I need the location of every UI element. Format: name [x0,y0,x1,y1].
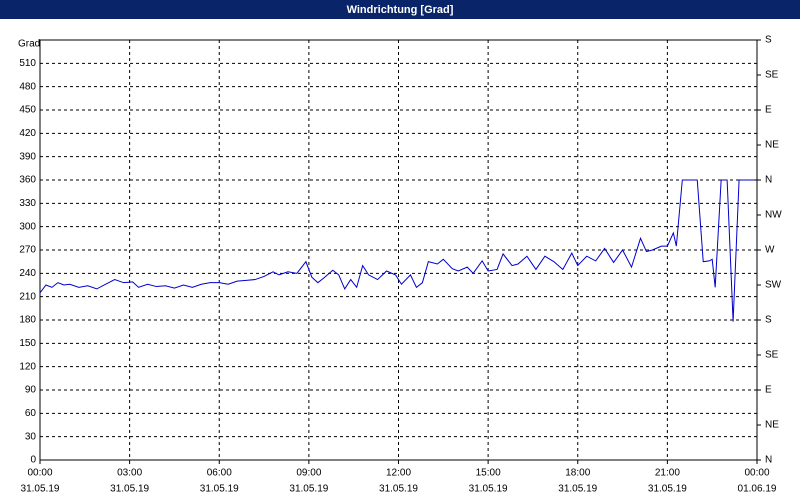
x-tick-date: 31.05.19 [648,484,687,495]
y-tick-label: 270 [19,245,36,256]
y2-tick-label: N [765,455,772,466]
y-tick-label: 480 [19,81,36,92]
y-tick-label: 240 [19,268,36,279]
y-tick-label: 120 [19,361,36,372]
x-tick-label: 00:00 [27,468,52,479]
y-tick-label: 300 [19,221,36,232]
y-axis-label: Grad [18,39,40,50]
y-tick-label: 510 [19,58,36,69]
x-tick-label: 06:00 [207,468,232,479]
x-tick-label: 15:00 [476,468,501,479]
y-tick-label: 210 [19,291,36,302]
x-tick-date: 31.05.19 [110,484,149,495]
y-tick-label: 390 [19,151,36,162]
x-tick-label: 21:00 [655,468,680,479]
y2-tick-label: E [765,385,772,396]
x-tick-label: 12:00 [386,468,411,479]
y2-tick-label: NE [765,140,779,151]
y2-tick-label: SE [765,350,779,361]
y2-tick-label: S [765,315,772,326]
y-tick-label: 330 [19,198,36,209]
y2-tick-label: SW [765,280,782,291]
title-bar [0,0,800,19]
x-tick-date: 01.06.19 [738,484,777,495]
x-tick-label: 09:00 [296,468,321,479]
y-tick-label: 60 [25,408,37,419]
y2-tick-label: NE [765,420,779,431]
y-tick-label: 180 [19,315,36,326]
x-tick-label: 00:00 [744,468,769,479]
y-tick-label: 360 [19,175,36,186]
y-tick-label: 150 [19,338,36,349]
y2-tick-label: E [765,105,772,116]
x-tick-date: 31.05.19 [21,484,60,495]
y2-tick-label: W [765,245,775,256]
y-tick-label: 450 [19,105,36,116]
y-tick-label: 90 [25,385,37,396]
x-tick-label: 03:00 [117,468,142,479]
y2-tick-label: N [765,175,772,186]
y2-tick-label: S [765,35,772,46]
x-tick-date: 31.05.19 [558,484,597,495]
x-tick-date: 31.05.19 [469,484,508,495]
x-tick-date: 31.05.19 [200,484,239,495]
x-tick-date: 31.05.19 [289,484,328,495]
y2-tick-label: NW [765,210,782,221]
y-tick-label: 0 [30,455,36,466]
x-tick-label: 18:00 [565,468,590,479]
y2-tick-label: SE [765,70,779,81]
y-tick-label: 30 [25,431,37,442]
x-tick-date: 31.05.19 [379,484,418,495]
chart-title: Windrichtung [Grad] [347,4,454,16]
y-tick-label: 420 [19,128,36,139]
data-line [39,179,755,322]
